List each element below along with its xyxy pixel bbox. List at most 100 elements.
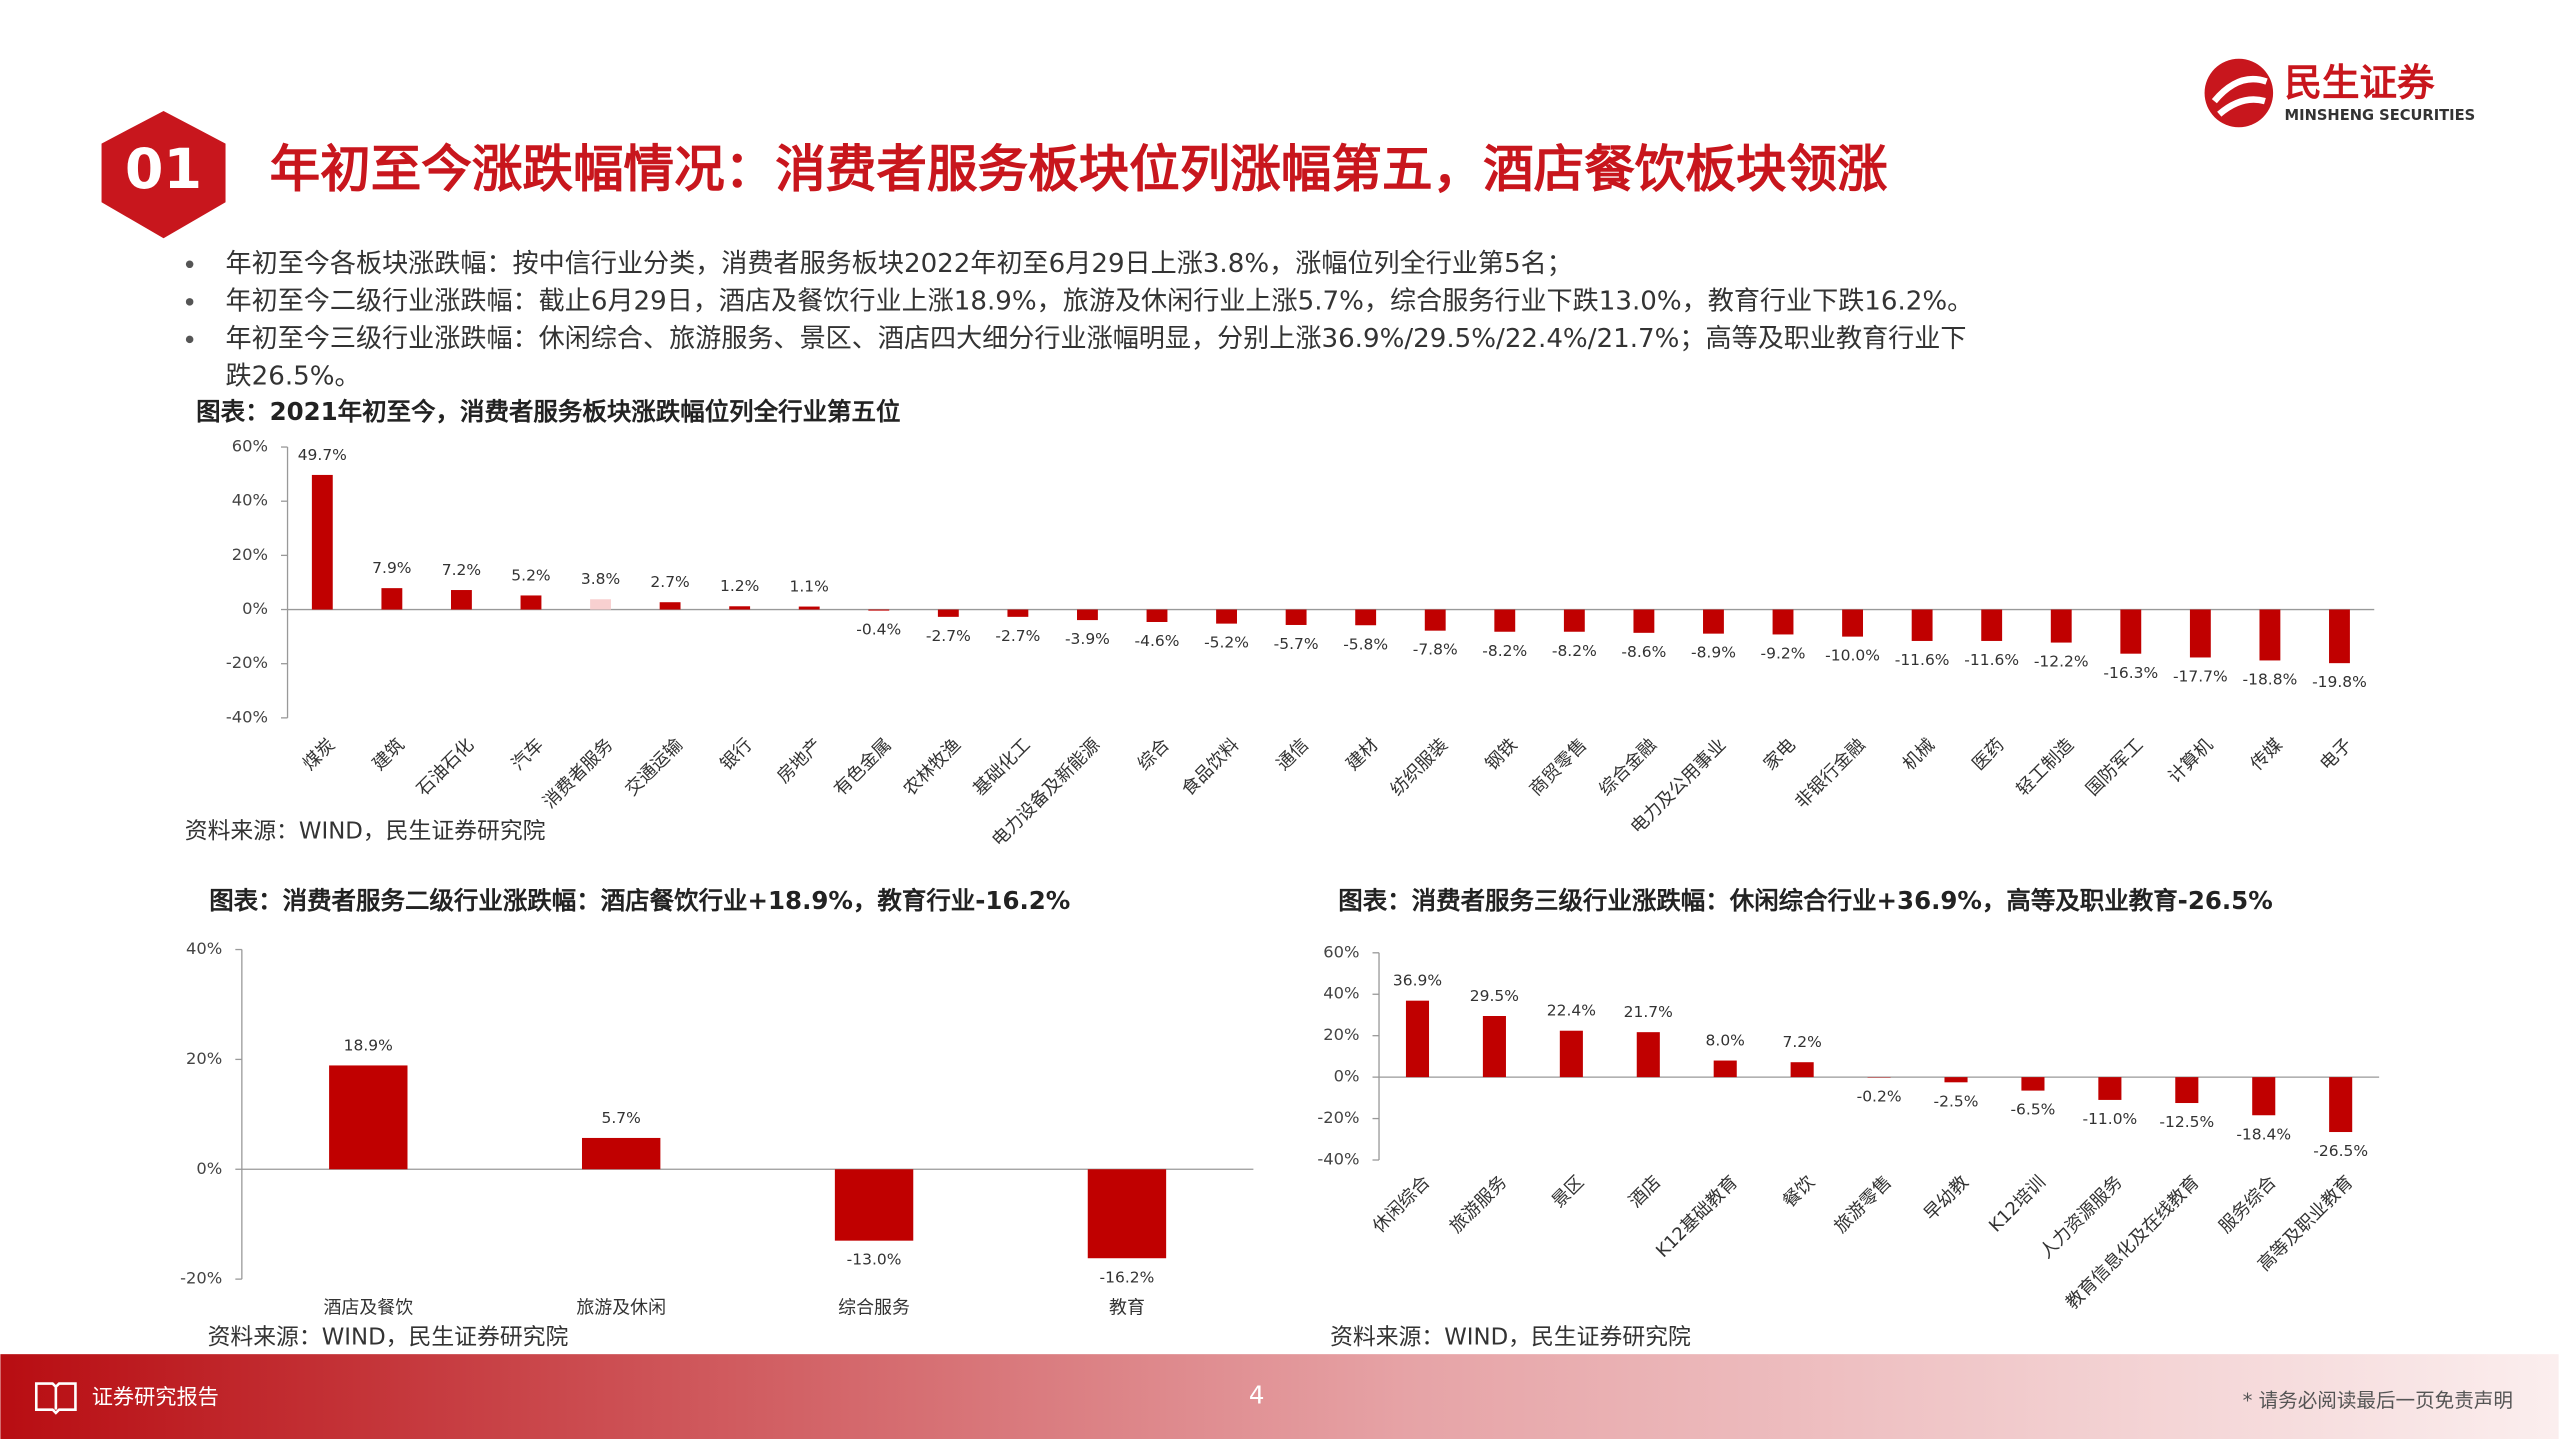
value-label: 18.9% xyxy=(344,1036,393,1054)
y-tick-label: -40% xyxy=(226,707,268,726)
x-tick-label: 综合 xyxy=(1134,735,1174,775)
value-label: 7.9% xyxy=(372,559,411,577)
bar xyxy=(1636,1032,1660,1078)
value-label: -18.4% xyxy=(2236,1125,2291,1143)
x-tick-label: 汽车 xyxy=(508,735,548,775)
x-tick-label: 有色金属 xyxy=(830,735,896,801)
chart-source: 资料来源：WIND，民生证券研究院 xyxy=(1330,1324,1691,1350)
bar xyxy=(1355,609,1377,626)
bar xyxy=(1911,609,1933,641)
y-tick-label: -20% xyxy=(1317,1108,1359,1127)
x-tick-label: K12培训 xyxy=(1985,1172,2050,1237)
value-label: -2.7% xyxy=(926,627,971,645)
bar xyxy=(868,609,890,611)
y-tick-label: 60% xyxy=(232,437,268,456)
header-title: 年初至今涨跌幅情况：消费者服务板块位列涨幅第五，酒店餐饮板块领涨 xyxy=(270,139,1888,198)
value-label: 2.7% xyxy=(650,573,689,591)
bar xyxy=(2120,609,2142,654)
bar xyxy=(1007,609,1029,617)
x-tick-label: 纺织服装 xyxy=(1387,735,1453,801)
bar xyxy=(1087,1169,1167,1259)
bar xyxy=(1482,1016,1506,1078)
x-tick-label: 交通运输 xyxy=(621,735,687,801)
value-label: 22.4% xyxy=(1547,1002,1596,1020)
x-tick-label: 银行 xyxy=(716,735,756,775)
bullet-text: 跌26.5%。 xyxy=(226,361,361,391)
value-label: -0.4% xyxy=(856,621,901,639)
disclaimer: * 请务必阅读最后一页免责声明 xyxy=(2243,1389,2513,1412)
value-label: -2.5% xyxy=(1934,1092,1979,1110)
value-label: -11.6% xyxy=(1964,651,2019,669)
y-tick-label: 0% xyxy=(1334,1067,1360,1086)
bar xyxy=(1494,609,1516,632)
bullet-dot xyxy=(185,335,194,344)
footer-band xyxy=(0,1354,2559,1439)
value-label: -13.0% xyxy=(847,1251,902,1269)
value-label: -4.6% xyxy=(1135,632,1180,650)
bar xyxy=(2252,1077,2276,1116)
bar xyxy=(1405,1000,1430,1078)
charts: 图表：2021年初至今，消费者服务板块涨跌幅位列全行业第五位资料来源：WIND，… xyxy=(180,397,2380,1350)
x-tick-label: 机械 xyxy=(1899,735,1939,775)
value-label: -2.7% xyxy=(995,627,1040,645)
chart-title: 图表：2021年初至今，消费者服务板块涨跌幅位列全行业第五位 xyxy=(196,397,900,426)
bar xyxy=(834,1169,914,1241)
bar xyxy=(329,1065,408,1170)
x-tick-label: 旅游零售 xyxy=(1830,1172,1896,1238)
x-tick-label: 煤炭 xyxy=(299,735,339,775)
chart: 图表：消费者服务三级行业涨跌幅：休闲综合行业+36.9%，高等及职业教育-26.… xyxy=(1317,886,2380,1350)
bar xyxy=(659,602,681,610)
y-tick-label: 40% xyxy=(1323,984,1359,1003)
y-tick-label: 0% xyxy=(196,1159,222,1178)
footer-icon xyxy=(34,1382,77,1415)
bar xyxy=(1842,609,1864,637)
header-badge xyxy=(101,110,226,239)
value-label: -3.9% xyxy=(1065,630,1110,648)
value-label: -6.5% xyxy=(2010,1101,2055,1119)
x-tick-label: 石油石化 xyxy=(413,735,479,801)
x-tick-label: 景区 xyxy=(1548,1172,1588,1212)
value-label: 49.7% xyxy=(298,446,347,464)
bullet-dot xyxy=(185,298,194,306)
x-tick-label: 家电 xyxy=(1760,735,1800,775)
chart-title: 图表：消费者服务二级行业涨跌幅：酒店餐饮行业+18.9%，教育行业-16.2% xyxy=(209,886,1070,915)
bar xyxy=(2329,1077,2353,1133)
x-tick-label: 非银行金融 xyxy=(1791,735,1869,813)
bar xyxy=(1146,609,1168,622)
bar xyxy=(798,606,820,610)
bar xyxy=(2189,609,2211,658)
bullet-text: 年初至今二级行业涨跌幅：截止6月29日，酒店及餐饮行业上涨18.9%，旅游及休闲… xyxy=(226,286,1974,316)
value-label: -8.6% xyxy=(1621,643,1666,661)
value-label: -5.8% xyxy=(1343,635,1388,653)
value-label: -12.5% xyxy=(2159,1113,2214,1131)
logo-name: 民生证券 xyxy=(2285,60,2436,104)
bar xyxy=(311,474,333,610)
bullets: 年初至今各板块涨跌幅：按中信行业分类，消费者服务板块2022年初至6月29日上涨… xyxy=(185,249,1974,391)
x-tick-label: 酒店及餐饮 xyxy=(323,1297,413,1318)
value-label: -5.7% xyxy=(1274,635,1319,653)
y-tick-label: 40% xyxy=(232,491,268,510)
bar xyxy=(1944,1077,1968,1083)
logo-english: MINSHENG SECURITIES xyxy=(2285,107,2476,124)
bar xyxy=(520,595,542,610)
value-label: -10.0% xyxy=(1825,647,1880,665)
value-label: -8.2% xyxy=(1482,642,1527,660)
chart-source: 资料来源：WIND，民生证券研究院 xyxy=(185,819,546,845)
page-number: 4 xyxy=(1249,1381,1265,1410)
bar xyxy=(581,1137,661,1170)
bar xyxy=(1703,609,1724,634)
x-tick-label: 医药 xyxy=(1968,735,2008,775)
x-tick-label: 休闲综合 xyxy=(1369,1172,1435,1238)
x-tick-label: 教育信息化及在线教育 xyxy=(2062,1172,2204,1314)
x-tick-label: 旅游服务 xyxy=(1446,1172,1512,1238)
y-tick-label: -20% xyxy=(226,653,268,672)
value-label: 7.2% xyxy=(442,561,481,579)
bar xyxy=(1285,609,1307,625)
x-tick-label: 消费者服务 xyxy=(539,735,617,813)
chart-source: 资料来源：WIND，民生证券研究院 xyxy=(208,1324,569,1350)
bar xyxy=(1713,1060,1737,1078)
bar xyxy=(1790,1062,1814,1078)
logo-icon xyxy=(2204,58,2274,128)
x-tick-label: 通信 xyxy=(1273,735,1313,775)
bar xyxy=(729,606,751,610)
